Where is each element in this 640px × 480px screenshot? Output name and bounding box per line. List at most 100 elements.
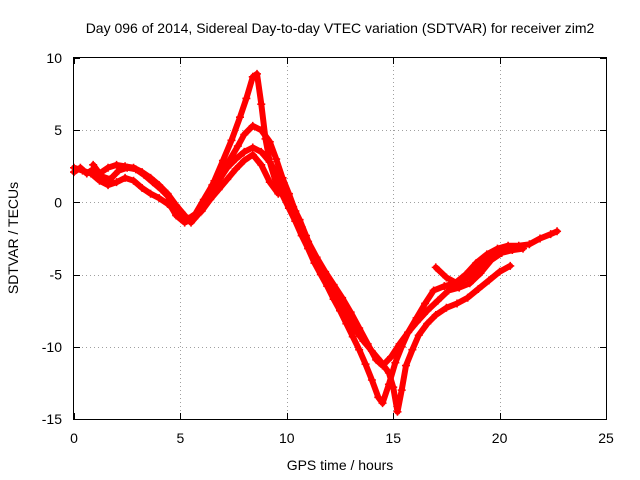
data-point-marker (546, 230, 555, 239)
data-point-marker (391, 358, 400, 367)
series-track-5 (431, 243, 515, 288)
tick-layer: 0 5 10 15 20 25 -15 -10 -5 0 5 10 (42, 50, 614, 446)
data-point-marker (397, 386, 406, 395)
y-tick-label: 10 (46, 50, 62, 66)
data-point-marker (414, 331, 423, 340)
data-point-marker (104, 163, 113, 172)
data-point-marker (248, 72, 257, 81)
data-point-marker (444, 286, 453, 295)
data-point-marker (248, 150, 257, 159)
data-point-marker (506, 243, 515, 252)
data-point-marker (257, 147, 266, 156)
data-point-marker (301, 231, 310, 240)
x-tick-label: 5 (177, 430, 185, 446)
data-point-marker (274, 189, 283, 198)
data-point-marker (495, 267, 504, 276)
data-point-marker (389, 383, 398, 392)
data-point-marker (325, 279, 334, 288)
data-point-marker (235, 113, 244, 122)
x-tick-label: 0 (70, 430, 78, 446)
chart-title: Day 096 of 2014, Sidereal Day-to-day VTE… (86, 20, 595, 36)
data-point-marker (374, 393, 383, 402)
data-point-marker (412, 318, 421, 327)
data-point-marker (257, 160, 266, 169)
data-point-marker (433, 296, 442, 305)
data-point-marker (121, 173, 130, 182)
data-point-marker (484, 276, 493, 285)
data-point-marker (87, 169, 96, 178)
y-tick-label: -15 (42, 411, 62, 427)
data-point-marker (157, 185, 166, 194)
data-point-marker (240, 147, 249, 156)
data-point-marker (472, 259, 481, 268)
data-point-marker (393, 407, 402, 416)
x-tick-label: 20 (492, 430, 508, 446)
data-point-marker (367, 376, 376, 385)
data-point-marker (506, 261, 515, 270)
data-point-marker (495, 246, 504, 255)
data-point-marker (453, 299, 462, 308)
data-point-marker (227, 136, 236, 145)
y-tick-label: 0 (54, 194, 62, 210)
data-point-marker (78, 166, 87, 175)
data-point-marker (404, 328, 413, 337)
data-point-marker (355, 345, 364, 354)
x-tick-label: 15 (385, 430, 401, 446)
data-point-marker (431, 311, 440, 320)
data-point-marker (272, 155, 281, 164)
data-point-marker (89, 160, 98, 169)
series-track-4 (163, 150, 283, 227)
data-point-marker (384, 368, 393, 377)
data-point-marker (367, 347, 376, 356)
data-point-marker (248, 143, 257, 152)
data-point-marker (484, 253, 493, 262)
data-point-marker (112, 178, 121, 187)
data-point-marker (104, 181, 113, 190)
data-point-marker (265, 178, 274, 187)
data-point-marker (138, 183, 147, 192)
x-axis-label: GPS time / hours (287, 457, 394, 473)
data-point-marker (553, 227, 562, 236)
y-tick-label: 5 (54, 122, 62, 138)
data-point-marker (350, 325, 359, 334)
data-point-marker (214, 185, 223, 194)
data-point-marker (233, 142, 242, 151)
data-point-marker (401, 361, 410, 370)
x-tick-label: 25 (598, 430, 614, 446)
data-point-marker (148, 178, 157, 187)
data-point-marker (316, 263, 325, 272)
data-point-marker (214, 176, 223, 185)
data-point-marker (408, 345, 417, 354)
data-point-marker (112, 160, 121, 169)
data-point-marker (253, 69, 262, 78)
data-point-marker (282, 188, 291, 197)
series-track-3 (70, 143, 515, 416)
data-point-marker (378, 399, 387, 408)
data-point-marker (463, 293, 472, 302)
series-trace (432, 244, 514, 287)
y-tick-label: -10 (42, 339, 62, 355)
data-point-marker (463, 273, 472, 282)
data-point-marker (257, 100, 266, 109)
data-point-marker (231, 165, 240, 174)
data-point-marker (519, 244, 528, 253)
data-point-marker (333, 295, 342, 304)
data-point-marker (442, 303, 451, 312)
data-point-marker (429, 286, 438, 295)
data-point-marker (189, 214, 198, 223)
data-point-marker (421, 299, 430, 308)
data-point-marker (206, 195, 215, 204)
data-point-marker (197, 207, 206, 216)
data-point-marker (289, 202, 298, 211)
data-point-marker (348, 332, 357, 341)
data-point-marker (248, 121, 257, 130)
data-point-marker (376, 357, 385, 366)
data-point-marker (453, 279, 462, 288)
data-point-marker (223, 163, 232, 172)
data-point-marker (265, 137, 274, 146)
data-point-marker (525, 240, 534, 249)
series-trace (71, 144, 514, 415)
data-point-marker (129, 176, 138, 185)
data-point-marker (155, 194, 164, 203)
